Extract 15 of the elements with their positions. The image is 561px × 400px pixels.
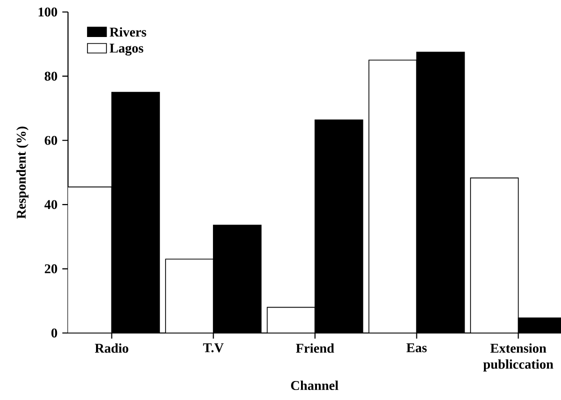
x-tick-label: Radio <box>94 343 128 353</box>
legend-label: Rivers <box>110 27 146 37</box>
y-axis-title: Respondent (%) <box>16 126 28 219</box>
x-tick-label: Extension publiccation <box>483 343 554 372</box>
x-axis-title: Channel <box>291 380 338 390</box>
y-tick-label: 40 <box>44 200 58 210</box>
y-tick-label: 20 <box>44 264 58 274</box>
x-tick-label: T.V <box>203 343 224 352</box>
x-tick-label: Eas <box>406 343 427 352</box>
legend-label: Lagos <box>110 44 144 56</box>
y-tick-label: 0 <box>51 328 58 338</box>
x-tick-label: Friend <box>296 343 334 353</box>
y-tick-label: 80 <box>44 72 58 81</box>
y-tick-label: 100 <box>38 8 58 16</box>
y-tick-label: 60 <box>44 136 58 145</box>
